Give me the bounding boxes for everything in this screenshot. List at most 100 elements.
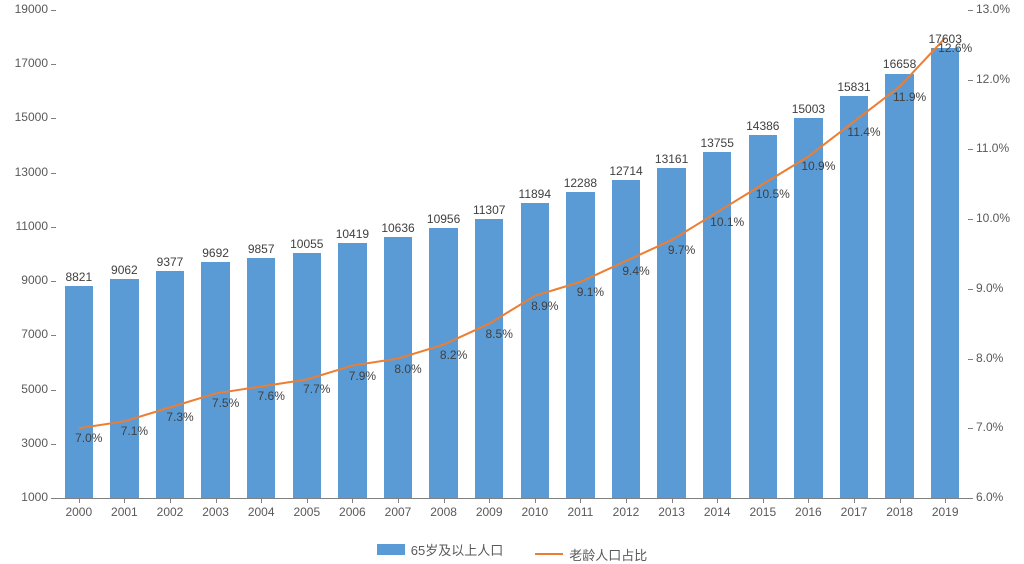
x-tick	[124, 498, 125, 503]
y-right-tick	[968, 289, 973, 290]
line-value-label: 7.3%	[166, 410, 193, 424]
y-left-tick	[51, 173, 56, 174]
y-right-tick	[968, 428, 973, 429]
x-tick	[398, 498, 399, 503]
x-tick	[717, 498, 718, 503]
bar-value-label: 9692	[202, 246, 229, 260]
x-tick	[489, 498, 490, 503]
legend: 65岁及以上人口 老龄人口占比	[0, 540, 1024, 564]
bar	[657, 168, 685, 498]
y-left-tick	[51, 281, 56, 282]
legend-item: 65岁及以上人口	[377, 540, 503, 559]
y-left-tick-label: 11000	[16, 219, 48, 233]
bar	[840, 96, 868, 498]
y-right-tick	[968, 80, 973, 81]
x-tick-label: 2000	[65, 505, 92, 519]
population-aging-chart: 65岁及以上人口老龄人口占比 1000300050007000900011000…	[0, 0, 1024, 564]
y-left-tick-label: 9000	[21, 273, 48, 287]
y-left-tick-label: 7000	[21, 327, 48, 341]
bar-value-label: 13161	[655, 152, 688, 166]
line-value-label: 10.1%	[710, 215, 744, 229]
y-right-tick-label: 6.0%	[976, 490, 1003, 504]
y-left-tick	[51, 444, 56, 445]
x-tick-label: 2017	[841, 505, 868, 519]
y-right-tick-label: 11.0%	[976, 141, 1009, 155]
line-value-label: 11.9%	[893, 90, 926, 104]
x-tick-label: 2009	[476, 505, 503, 519]
y-left-tick	[51, 498, 56, 499]
x-tick-label: 2001	[111, 505, 138, 519]
y-left-tick	[51, 335, 56, 336]
x-tick-label: 2012	[613, 505, 640, 519]
x-tick	[216, 498, 217, 503]
legend-swatch-line	[535, 553, 563, 555]
line-value-label: 9.7%	[668, 243, 695, 257]
bar-value-label: 15003	[792, 102, 825, 116]
line-value-label: 7.0%	[75, 431, 102, 445]
x-tick	[854, 498, 855, 503]
y-left-tick	[51, 390, 56, 391]
plot-area	[56, 10, 968, 498]
y-left-tick	[51, 10, 56, 11]
x-tick-label: 2002	[157, 505, 184, 519]
x-tick	[626, 498, 627, 503]
x-tick-label: 2008	[430, 505, 457, 519]
x-tick-label: 2018	[886, 505, 913, 519]
x-tick-label: 2006	[339, 505, 366, 519]
line-value-label: 7.7%	[303, 382, 330, 396]
y-left-tick-label: 5000	[21, 382, 48, 396]
bar	[293, 253, 321, 498]
y-right-tick	[968, 498, 973, 499]
bar-value-label: 12288	[564, 176, 597, 190]
y-left-tick-label: 17000	[15, 56, 48, 70]
line-value-label: 11.4%	[847, 125, 880, 139]
x-tick	[900, 498, 901, 503]
x-axis-line	[56, 498, 968, 499]
legend-label: 老龄人口占比	[569, 545, 647, 564]
line-value-label: 10.9%	[801, 159, 835, 173]
x-tick-label: 2016	[795, 505, 822, 519]
y-left-tick-label: 15000	[15, 110, 48, 124]
bar	[156, 271, 184, 498]
y-left-tick-label: 19000	[15, 2, 48, 16]
bar-value-label: 13755	[701, 136, 734, 150]
bar	[475, 219, 503, 498]
x-tick-label: 2015	[749, 505, 776, 519]
bar-value-label: 16658	[883, 57, 916, 71]
x-tick-label: 2007	[385, 505, 412, 519]
y-right-tick	[968, 10, 973, 11]
legend-swatch-bar	[377, 544, 405, 555]
y-right-tick-label: 10.0%	[976, 211, 1010, 225]
bar-value-label: 10636	[381, 221, 414, 235]
bar	[612, 180, 640, 498]
x-tick	[444, 498, 445, 503]
x-tick	[261, 498, 262, 503]
x-tick	[79, 498, 80, 503]
x-tick-label: 2004	[248, 505, 275, 519]
bar-value-label: 12714	[609, 164, 642, 178]
bar-value-label: 10055	[290, 237, 323, 251]
line-value-label: 7.9%	[349, 369, 376, 383]
bar-value-label: 9857	[248, 242, 275, 256]
y-right-tick-label: 13.0%	[976, 2, 1010, 16]
line-value-label: 12.6%	[938, 41, 972, 55]
x-tick-label: 2010	[521, 505, 548, 519]
line-value-label: 10.5%	[756, 187, 790, 201]
x-tick	[535, 498, 536, 503]
y-right-tick-label: 12.0%	[976, 72, 1010, 86]
y-right-tick-label: 7.0%	[976, 420, 1003, 434]
x-tick	[672, 498, 673, 503]
y-right-tick-label: 8.0%	[976, 351, 1003, 365]
line-value-label: 9.4%	[622, 264, 649, 278]
x-tick-label: 2005	[293, 505, 320, 519]
x-tick	[763, 498, 764, 503]
bar	[794, 118, 822, 498]
line-value-label: 8.2%	[440, 348, 467, 362]
x-tick-label: 2014	[704, 505, 731, 519]
bar	[65, 286, 93, 498]
bar-value-label: 11307	[473, 203, 505, 217]
line-value-label: 8.5%	[486, 327, 513, 341]
x-tick	[580, 498, 581, 503]
bar-value-label: 11894	[519, 187, 551, 201]
line-value-label: 7.5%	[212, 396, 239, 410]
